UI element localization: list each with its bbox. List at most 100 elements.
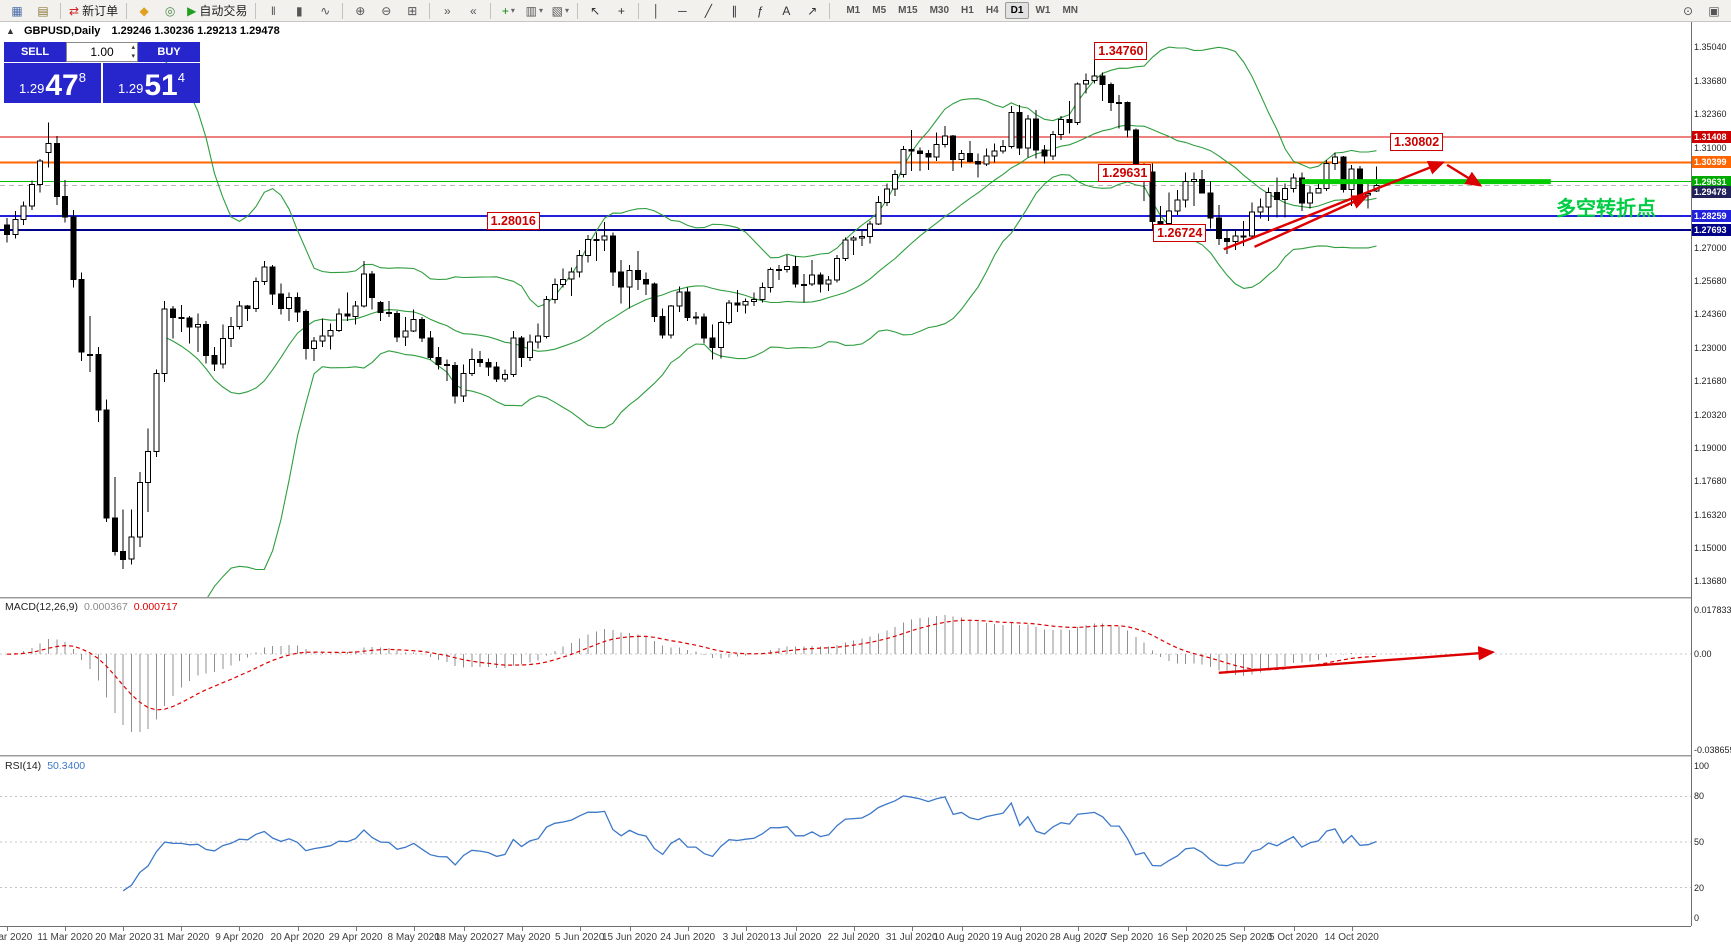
- channel-icon: ∥: [731, 3, 738, 18]
- timeframe-m30[interactable]: M30: [929, 5, 950, 16]
- timeframe-d1[interactable]: D1: [1004, 2, 1030, 19]
- trend-arrows[interactable]: [1223, 161, 1483, 251]
- price-tag-1.31408: 1.31408: [1692, 131, 1731, 144]
- new-order-button[interactable]: ⇄ 新订单: [65, 1, 122, 21]
- buy-label[interactable]: BUY: [138, 42, 200, 62]
- date-tick: [239, 927, 241, 931]
- zoom-out-button[interactable]: ⊖: [373, 1, 399, 21]
- date-label: 24 Jun 2020: [660, 932, 716, 943]
- horizontal-line-button[interactable]: ─: [669, 1, 695, 21]
- lot-value[interactable]: 1.00: [90, 45, 114, 59]
- text-button[interactable]: A: [773, 1, 799, 21]
- strategy-tester-button[interactable]: ◎: [157, 1, 183, 21]
- templates-icon: ▧: [551, 3, 563, 18]
- candlestick-chart-button[interactable]: ▮: [286, 1, 312, 21]
- price-axis-label: 1.20320: [1694, 410, 1727, 421]
- lot-spinner: ▴ ▾: [131, 43, 135, 61]
- toolbar-separator: [577, 2, 579, 19]
- autotrade-button[interactable]: ▶ 自动交易: [183, 1, 251, 21]
- horizontal-line-icon: ─: [678, 3, 687, 18]
- buy-button[interactable]: 1.29 51 4: [103, 63, 200, 103]
- rsi-subwindow[interactable]: [0, 758, 1692, 926]
- crosshair-button[interactable]: +: [608, 1, 634, 21]
- date-tick: [629, 927, 631, 931]
- date-tick: [745, 927, 747, 931]
- auto-scroll-button[interactable]: »: [434, 1, 460, 21]
- date-tick: [911, 927, 913, 931]
- periods-button[interactable]: ▥ ▾: [521, 1, 547, 21]
- arrows-button[interactable]: ↗: [799, 1, 825, 21]
- chart-shift-button[interactable]: «: [460, 1, 486, 21]
- date-label: 10 Aug 2020: [933, 932, 990, 943]
- timeframe-m15[interactable]: M15: [898, 5, 918, 16]
- date-label: 11 Mar 2020: [37, 932, 93, 943]
- price-axis-label: 1.23000: [1694, 343, 1727, 354]
- vertical-line-icon: │: [652, 3, 661, 18]
- price-annotation-1.28016[interactable]: 1.28016: [486, 211, 540, 230]
- macd-trend-arrow[interactable]: [1218, 646, 1496, 674]
- price-annotation-1.30802[interactable]: 1.30802: [1390, 133, 1444, 152]
- date-label: 5 Jun 2020: [554, 932, 605, 943]
- price-axis-label: 1.16320: [1694, 510, 1727, 521]
- indicators-button[interactable]: + ▾: [495, 1, 521, 21]
- timeframe-m5[interactable]: M5: [872, 5, 887, 16]
- profiles-button[interactable]: ▤: [30, 1, 56, 21]
- arrows-icon: ↗: [807, 3, 818, 18]
- timeframe-m1[interactable]: M1: [846, 5, 861, 16]
- macd-subwindow[interactable]: [0, 600, 1692, 755]
- panel-separator[interactable]: [0, 597, 1731, 600]
- auto-scroll-icon: »: [443, 3, 451, 18]
- lot-decrease-button[interactable]: ▾: [131, 53, 135, 60]
- price-axis-label: 1.33680: [1694, 76, 1727, 87]
- price-axis[interactable]: 1.35040 1.33680 1.32360 1.31000 1.27000 1.256…: [1691, 22, 1731, 926]
- lot-increase-button[interactable]: ▴: [131, 44, 135, 51]
- search-button[interactable]: ⊙: [1682, 3, 1694, 18]
- price-axis-label: 1.32360: [1694, 109, 1727, 120]
- one-click-trading-panel: SELL 1.00 ▴ ▾ BUY 1.29 47 8 1.29 51 4: [4, 42, 200, 103]
- strategy-tester-icon: ◎: [164, 3, 176, 18]
- date-tick: [853, 927, 855, 931]
- vertical-line-button[interactable]: │: [643, 1, 669, 21]
- chart-ohlc-values: 1.29246 1.30236 1.29213 1.29478: [111, 25, 280, 37]
- new-chart-button[interactable]: ▦: [4, 1, 30, 21]
- metaeditor-button[interactable]: ◆: [131, 1, 157, 21]
- cursor-button[interactable]: ↖: [582, 1, 608, 21]
- tile-windows-button[interactable]: ⊞: [399, 1, 425, 21]
- date-label: 2 Mar 2020: [0, 932, 33, 943]
- toolbar-separator: [490, 2, 492, 19]
- date-label: 20 Mar 2020: [95, 932, 152, 943]
- timeframe-mn[interactable]: MN: [1062, 5, 1078, 16]
- fibonacci-button[interactable]: ƒ: [747, 1, 773, 21]
- bull-bear-turning-point-note[interactable]: 多空转折点: [1556, 198, 1656, 220]
- timeframe-w1[interactable]: W1: [1035, 5, 1051, 16]
- timeframe-h1[interactable]: H1: [961, 5, 974, 16]
- trendline-button[interactable]: ╱: [695, 1, 721, 21]
- rsi-levels: [0, 795, 1692, 889]
- new-order-button-label: 新订单: [82, 4, 119, 18]
- horizontal-lines[interactable]: [0, 136, 1692, 231]
- line-chart-icon: ∿: [320, 3, 331, 18]
- templates-button[interactable]: ▧ ▾: [547, 1, 573, 21]
- price-annotation-1.34760[interactable]: 1.34760: [1094, 41, 1148, 60]
- sell-label[interactable]: SELL: [4, 42, 66, 62]
- main-price-chart[interactable]: [0, 22, 1692, 597]
- line-chart-button[interactable]: ∿: [312, 1, 338, 21]
- sell-button[interactable]: 1.29 47 8: [4, 63, 101, 103]
- toolbar-separator: [429, 2, 431, 19]
- price-axis-label: 1.13680: [1694, 576, 1727, 586]
- channel-button[interactable]: ∥: [721, 1, 747, 21]
- new-order-icon: ⇄: [69, 3, 80, 18]
- bar-chart-button[interactable]: ‖: [260, 1, 286, 21]
- layout-button[interactable]: ▣: [1708, 3, 1720, 18]
- price-axis-label: 50: [1694, 837, 1705, 847]
- zoom-in-button[interactable]: ⊕: [347, 1, 373, 21]
- panel-separator[interactable]: [0, 755, 1731, 758]
- price-annotation-1.29631[interactable]: 1.29631: [1098, 163, 1152, 182]
- lot-size-field[interactable]: 1.00 ▴ ▾: [66, 42, 138, 62]
- timeframe-h4[interactable]: H4: [985, 5, 999, 16]
- price-annotation-1.26724[interactable]: 1.26724: [1153, 224, 1207, 243]
- one-click-collapse-arrow[interactable]: ▲: [6, 26, 15, 36]
- date-label: 27 May 2020: [492, 932, 551, 943]
- autotrade-icon: ▶: [187, 3, 197, 18]
